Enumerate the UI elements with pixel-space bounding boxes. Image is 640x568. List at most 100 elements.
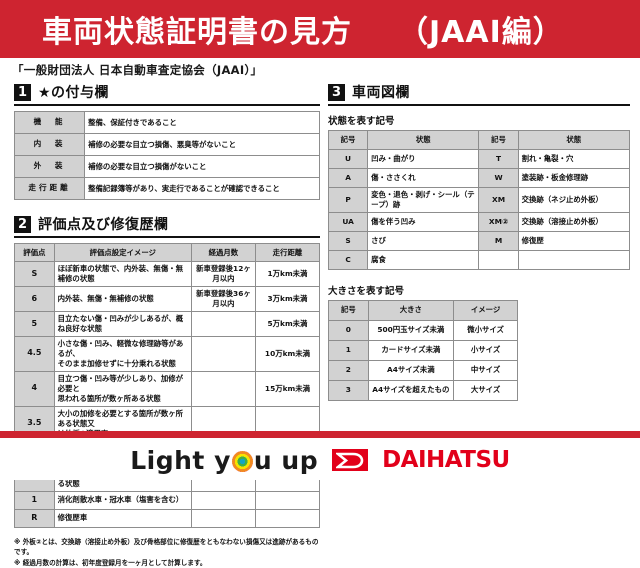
grade-months — [190, 508, 256, 528]
state-desc-left: 傷・ささくれ — [367, 168, 480, 188]
table-row: 6 内外装、無傷・無補修の状態 新車登録後36ヶ月以内 3万km未満 — [14, 285, 321, 312]
table-row: 4.5 小さな傷・凹み、軽微な修理跡等があるが、 そのまま加修せずに十分乗れる状態 1… — [14, 335, 321, 372]
table-row: U 凹み・曲がり T 割れ・亀裂・穴 — [327, 149, 631, 169]
grade-distance — [254, 508, 321, 528]
grade-score: 4 — [14, 370, 55, 407]
grade-distance — [254, 490, 321, 510]
grade-months — [190, 335, 256, 372]
state-symbol-right: XM② — [478, 211, 519, 232]
size-image: 大サイズ — [452, 379, 519, 401]
table-row: 4 目立つ傷・凹み等が少しあり、加修が必要と 思われる箇所が数ヶ所ある状態 15万km… — [14, 370, 321, 407]
grade-distance: 1万km未満 — [254, 261, 321, 287]
grade-column-header: 走行距離 — [254, 243, 321, 262]
slogan-part2: u up — [253, 445, 319, 475]
grade-table: 評価点 評価点設定イメージ 経過月数 走行距離 S ほぼ新車の状態で、内外装、無傷・無補… — [14, 243, 321, 528]
state-column-header: 記号 — [327, 130, 369, 150]
state-desc-left: 傷を伴う凹み — [367, 211, 480, 232]
size-column-header: 記号 — [328, 299, 369, 321]
table-row: 外 装補修の必要な目立つ損傷がないこと — [13, 155, 320, 178]
state-symbol-caption: 状態を表す記号 — [328, 116, 395, 127]
grade-image: 内外装、無傷・無補修の状態 — [53, 285, 192, 312]
table-row: P 変色・退色・剥げ・シール（テープ）跡 XM 交換跡（ネジ止め外板） — [327, 187, 631, 213]
state-desc-left: 腐食 — [367, 249, 480, 270]
state-column-header: 状態 — [517, 130, 631, 150]
footer-banner: Light y u up DAIHATSU — [0, 431, 640, 480]
state-desc-right: 割れ・亀裂・穴 — [517, 149, 631, 169]
section2-title: 評価点及び修復歴欄 — [38, 217, 169, 233]
state-symbol-left: P — [327, 187, 369, 213]
state-desc-right — [517, 249, 631, 270]
size-value: A4サイズを超えたもの — [367, 379, 454, 401]
state-desc-right: 修復歴 — [517, 230, 631, 251]
grade-image: 目立つ傷・凹み等が少しあり、加修が必要と 思われる箇所が数ヶ所ある状態 — [53, 370, 192, 407]
grade-distance: 3万km未満 — [254, 285, 321, 312]
slogan: Light y u up — [130, 446, 318, 475]
right-column: 3 車両図欄 状態を表す記号 記号 状態 記号 状態 U 凹み・曲がり T 割れ・亀裂・穴 A… — [327, 82, 631, 401]
state-desc-left: 変色・退色・剥げ・シール（テープ）跡 — [367, 187, 480, 213]
star-row-desc: 補修の必要な目立つ損傷、悪臭等がないこと — [84, 133, 320, 156]
size-value: A4サイズ未満 — [367, 359, 454, 381]
state-symbol-left: UA — [327, 211, 369, 232]
star-row-desc: 整備記録簿等があり、実走行であることが確認できること — [84, 177, 320, 200]
grade-score: S — [14, 261, 55, 287]
section1-number: 1 — [14, 83, 31, 101]
grade-image: 小さな傷・凹み、軽微な修理跡等があるが、 そのまま加修せずに十分乗れる状態 — [53, 335, 192, 372]
size-symbol: 2 — [328, 359, 369, 381]
table-row: 1 消化剤散水車・冠水車（塩害を含む） — [14, 490, 321, 510]
size-symbol: 3 — [328, 379, 369, 401]
table-row: 内 装補修の必要な目立つ損傷、悪臭等がないこと — [13, 133, 320, 156]
size-symbol: 1 — [328, 339, 369, 361]
grade-image: 修復歴車 — [53, 508, 192, 528]
grade-score: 4.5 — [14, 335, 55, 372]
section3-number: 3 — [328, 83, 345, 101]
table-header-row: 記号 大きさ イメージ — [328, 299, 519, 321]
state-symbol-right — [478, 249, 519, 270]
star-row-label: 内 装 — [13, 133, 86, 156]
state-desc-right: 塗装跡・板金修理跡 — [517, 168, 631, 188]
table-row: S さび M 修復歴 — [327, 230, 631, 251]
grade-score: 1 — [14, 490, 55, 510]
size-symbol: 0 — [328, 319, 369, 341]
size-symbol-table: 記号 大きさ イメージ 0 500円玉サイズ未満 微小サイズ 1 カードサイズ未満 小サイズ 2… — [328, 299, 519, 401]
section1-title: ★の付与欄 — [38, 85, 110, 101]
table-row: 5 目立たない傷・凹みが少しあるが、概ね良好な状態 5万km未満 — [14, 310, 321, 337]
table-row: 0 500円玉サイズ未満 微小サイズ — [328, 319, 519, 341]
size-value: 500円玉サイズ未満 — [367, 319, 454, 341]
table-row: 走行距離 整備記録簿等があり、実走行であることが確認できること — [13, 177, 320, 200]
star-row-desc: 整備、保証付きであること — [84, 111, 320, 134]
grade-months: 新車登録後12ヶ月以内 — [190, 261, 256, 287]
footnote-line: ※ 外板②とは、交換跡（溶接止め外板）及び骨格部位に修復歴をともなわない損傷又は… — [14, 537, 319, 557]
grade-months — [190, 490, 256, 510]
grade-months: 新車登録後36ヶ月以内 — [190, 285, 256, 312]
state-symbol-left: A — [327, 168, 369, 188]
table-row: C 腐食 — [327, 249, 631, 270]
grade-distance: 5万km未満 — [254, 310, 321, 337]
size-column-header: 大きさ — [367, 299, 454, 321]
grade-months — [190, 370, 256, 407]
section1-heading: 1 ★の付与欄 — [14, 82, 320, 106]
table-row: A 傷・ささくれ W 塗装跡・板金修理跡 — [327, 168, 631, 188]
state-symbol-right: T — [478, 149, 519, 169]
state-symbol-left: C — [327, 249, 369, 270]
grade-score: R — [14, 508, 55, 528]
size-image: 微小サイズ — [452, 319, 519, 341]
state-symbol-table: 記号 状態 記号 状態 U 凹み・曲がり T 割れ・亀裂・穴 A 傷・ささくれ W 塗装跡・板金修理… — [327, 130, 631, 270]
state-desc-right: 交換跡（溶接止め外板） — [517, 211, 631, 232]
grade-score: 6 — [14, 285, 55, 312]
size-image: 小サイズ — [452, 339, 519, 361]
table-row: 2 A4サイズ未満 中サイズ — [328, 359, 519, 381]
page-title-main: 車両状態証明書の見方 — [42, 15, 352, 50]
star-row-label: 外 装 — [13, 155, 86, 178]
page-title-paren: （JAAI編） — [398, 15, 564, 50]
table-row: S ほぼ新車の状態で、内外装、無傷・無補修の状態 新車登録後12ヶ月以内 1万km未満 — [14, 261, 321, 287]
header-banner: 車両状態証明書の見方 （JAAI編） — [0, 0, 640, 58]
state-desc-left: さび — [367, 230, 480, 251]
grade-distance: 15万km未満 — [254, 370, 321, 407]
state-column-header: 状態 — [367, 130, 480, 150]
star-criteria-table: 機 能整備、保証付きであること内 装補修の必要な目立つ損傷、悪臭等がないこと外 … — [13, 111, 320, 200]
footnote-line: ※ 経過月数の計算は、初年度登録月を一ヶ月として計算します。 — [14, 558, 207, 567]
state-desc-right: 交換跡（ネジ止め外板） — [517, 187, 631, 213]
daihatsu-logo-icon — [332, 449, 369, 471]
grade-image: ほぼ新車の状態で、内外装、無傷・無補修の状態 — [53, 261, 192, 287]
